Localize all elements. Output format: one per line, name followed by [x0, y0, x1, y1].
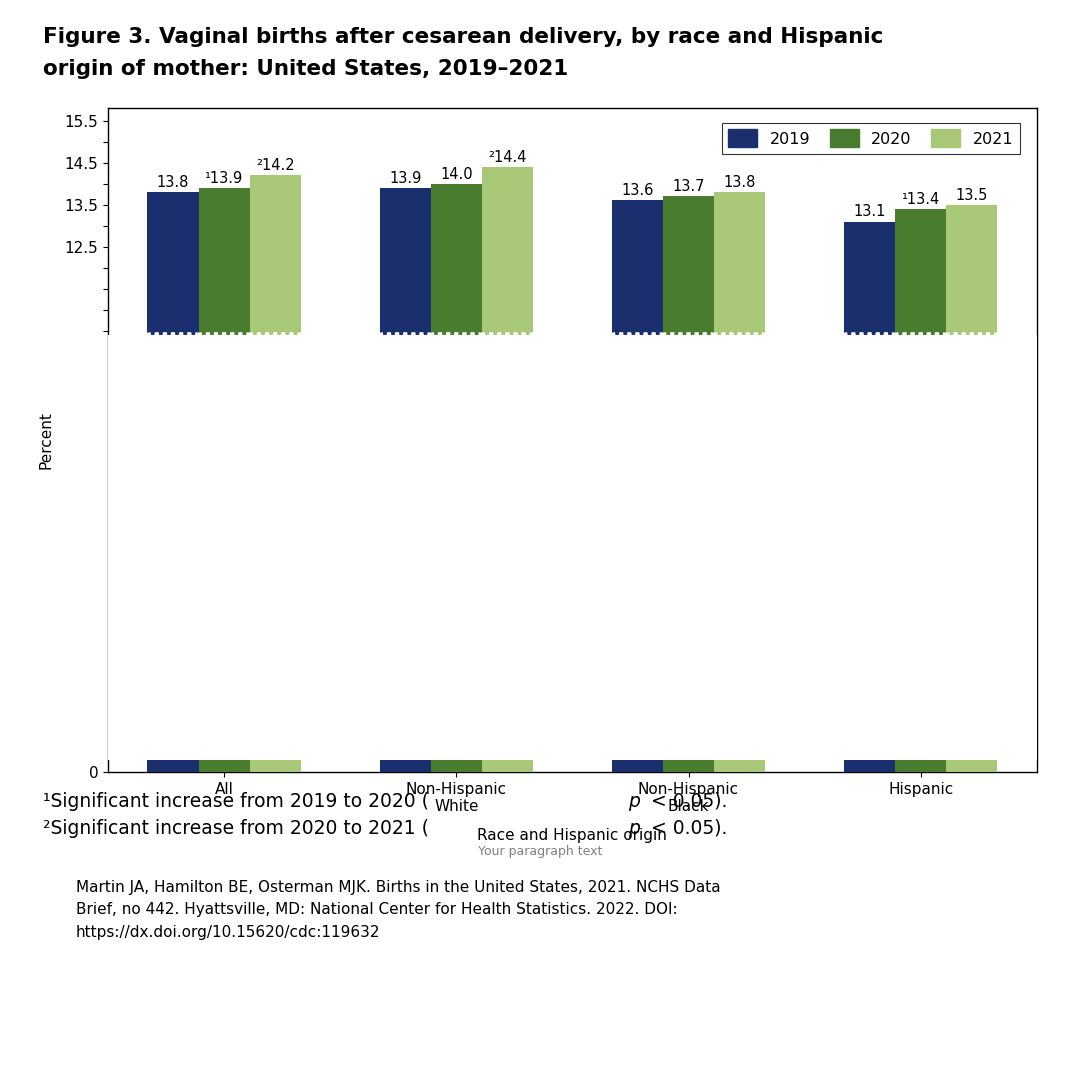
- Bar: [380, 188, 431, 772]
- Bar: [482, 166, 532, 772]
- Text: origin of mother: United States, 2019–2021: origin of mother: United States, 2019–20…: [43, 59, 568, 80]
- Bar: [148, 192, 199, 772]
- Text: 13.5: 13.5: [956, 188, 988, 203]
- Bar: [663, 197, 714, 772]
- Text: ²14.2: ²14.2: [256, 158, 295, 173]
- Bar: [431, 184, 482, 772]
- Text: p: p: [629, 819, 640, 838]
- Text: < 0.05).: < 0.05).: [645, 792, 727, 811]
- Y-axis label: Percent: Percent: [38, 411, 53, 469]
- Text: ¹13.4: ¹13.4: [902, 192, 940, 206]
- Text: ²Significant increase from 2020 to 2021 (: ²Significant increase from 2020 to 2021 …: [43, 819, 429, 838]
- Text: 13.7: 13.7: [672, 179, 705, 194]
- Text: ¹Significant increase from 2019 to 2020 (: ¹Significant increase from 2019 to 2020 …: [43, 792, 429, 811]
- Text: 14.0: 14.0: [440, 166, 473, 181]
- Bar: [946, 205, 997, 772]
- Bar: [714, 192, 765, 772]
- Bar: [845, 221, 895, 772]
- Text: Figure 3. Vaginal births after cesarean delivery, by race and Hispanic: Figure 3. Vaginal births after cesarean …: [43, 27, 883, 48]
- Legend: 2019, 2020, 2021: 2019, 2020, 2021: [723, 123, 1020, 153]
- Text: 13.8: 13.8: [724, 175, 756, 190]
- Text: Your paragraph text: Your paragraph text: [477, 845, 603, 858]
- Text: 13.1: 13.1: [853, 204, 886, 219]
- Bar: [895, 208, 946, 772]
- Text: p: p: [629, 792, 640, 811]
- Text: 13.6: 13.6: [621, 184, 653, 199]
- Text: ²14.4: ²14.4: [488, 150, 527, 165]
- Text: < 0.05).: < 0.05).: [645, 819, 727, 838]
- Text: 13.8: 13.8: [157, 175, 189, 190]
- Bar: [108, 335, 1037, 759]
- Bar: [199, 188, 249, 772]
- X-axis label: Race and Hispanic origin: Race and Hispanic origin: [477, 828, 667, 843]
- Text: ¹13.9: ¹13.9: [205, 171, 243, 186]
- Bar: [249, 175, 300, 772]
- Bar: [612, 201, 663, 772]
- Text: Martin JA, Hamilton BE, Osterman MJK. Births in the United States, 2021. NCHS Da: Martin JA, Hamilton BE, Osterman MJK. Bi…: [76, 880, 720, 940]
- Text: 13.9: 13.9: [389, 171, 421, 186]
